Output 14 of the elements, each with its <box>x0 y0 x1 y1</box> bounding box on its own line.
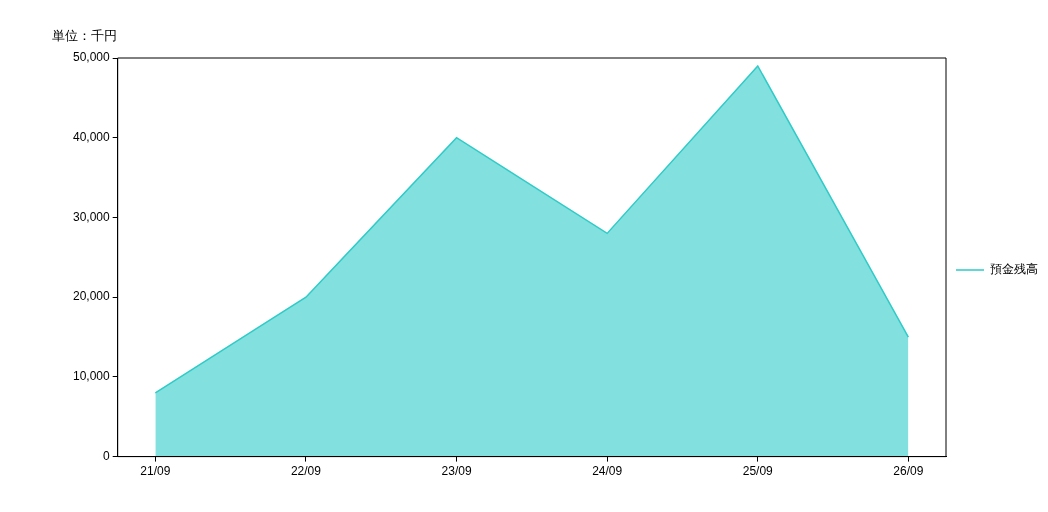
y-tick-label: 0 <box>103 448 111 463</box>
y-tick-label: 20,000 <box>73 289 111 304</box>
x-tick-label: 25/09 <box>742 464 774 479</box>
y-tick-label: 10,000 <box>73 369 111 384</box>
x-tick-label: 22/09 <box>290 464 322 479</box>
legend-label: 預金残高 <box>990 262 1038 277</box>
x-tick-label: 24/09 <box>592 464 623 479</box>
y-tick-label: 50,000 <box>73 50 111 65</box>
text: 単位：千円 <box>52 27 117 45</box>
y-tick-label: 30,000 <box>73 209 111 224</box>
x-tick-label: 26/09 <box>893 464 924 479</box>
x-tick-label: 21/09 <box>140 464 171 479</box>
x-tick-label: 23/09 <box>441 464 472 479</box>
y-tick-label: 40,000 <box>73 130 111 145</box>
